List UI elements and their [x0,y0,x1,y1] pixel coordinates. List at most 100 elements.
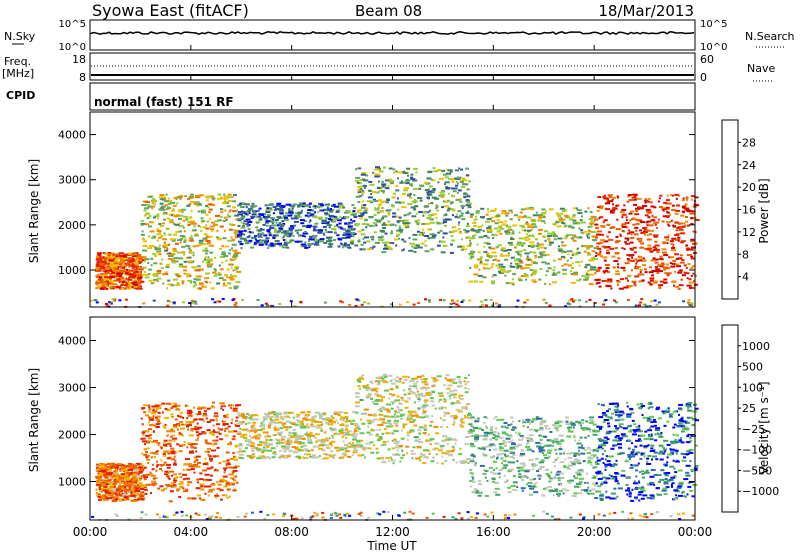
heatmap-cell [603,259,607,262]
heatmap-cell [379,417,382,420]
heatmap-cell [240,247,243,250]
heatmap-cell [190,444,194,447]
heatmap-cell [253,215,258,217]
heatmap-cell [212,488,216,491]
heatmap-cell [152,235,157,238]
heatmap-cell [232,435,236,438]
heatmap-cell [141,431,146,434]
heatmap-cell [225,483,231,486]
heatmap-cell [304,433,307,436]
heatmap-cell [107,252,112,255]
heatmap-cell [193,461,196,464]
heatmap-cell [138,471,143,473]
heatmap-cell [165,402,171,405]
heatmap-cell [330,444,333,447]
heatmap-cell [640,221,645,224]
heatmap-cell [235,404,239,407]
heatmap-cell [107,479,112,482]
heatmap-cell [186,275,190,278]
heatmap-cell [140,223,144,226]
heatmap-cell [163,232,166,235]
heatmap-cell [229,278,235,281]
heatmap-cell [128,487,133,490]
heatmap-cell [483,245,486,248]
heatmap-cell [197,224,200,227]
heatmap-cell [195,458,198,461]
heatmap-cell [372,245,376,248]
heatmap-cell [355,176,361,179]
heatmap-cell [222,284,228,287]
heatmap-cell [300,411,306,414]
heatmap-cell [594,236,598,239]
heatmap-cell [651,214,654,217]
heatmap-cell [479,262,484,265]
heatmap-cell [132,493,137,496]
heatmap-cell [182,473,188,476]
heatmap-cell [389,182,394,185]
heatmap-cell [188,216,193,219]
heatmap-cell [97,466,100,469]
heatmap-cell [135,282,141,285]
heatmap-cell [491,282,495,285]
heatmap-cell [451,194,453,197]
heatmap-cell [590,245,594,248]
heatmap-cell [501,268,506,271]
heatmap-cell [244,203,249,206]
heatmap-cell [262,449,268,452]
heatmap-cell [166,252,169,255]
heatmap-cell [165,266,170,269]
heatmap-cell [417,219,421,222]
heatmap-cell [361,172,367,175]
heatmap-cell [690,223,694,225]
heatmap-cell [114,471,119,474]
heatmap-cell [562,272,568,275]
heatmap-cell [671,204,675,207]
heatmap-cell [649,250,654,253]
heatmap-cell [131,277,137,279]
heatmap-cell [183,463,188,466]
heatmap-cell [215,496,218,499]
heatmap-cell [215,300,219,303]
heatmap-cell [385,187,390,190]
heatmap-cell [500,253,503,256]
heatmap-cell [606,198,609,201]
heatmap-cell [300,222,305,225]
heatmap-cell [311,416,316,419]
heatmap-cell [602,303,606,306]
heatmap-cell [198,239,204,242]
heatmap-cell [678,228,684,231]
heatmap-cell [360,243,364,246]
heatmap-cell [204,252,208,255]
heatmap-cell [326,439,329,442]
heatmap-cell [246,443,251,446]
heatmap-cell [294,215,298,218]
heatmap-cell [95,258,100,261]
heatmap-cell [624,222,630,225]
heatmap-cell [250,215,256,218]
heatmap-cell [135,287,141,290]
heatmap-cell [180,433,183,436]
heatmap-cell [635,207,640,210]
heatmap-cell [586,234,589,237]
heatmap-cell [120,262,124,265]
heatmap-cell [168,200,173,202]
colorbar-frame [721,119,739,300]
heatmap-cell [422,211,428,214]
heatmap-cell [152,410,158,413]
heatmap-cell [306,226,312,229]
heatmap-cell [385,403,391,406]
heatmap-cell [449,208,454,211]
heatmap-cell [494,208,497,210]
heatmap-cell [601,245,605,248]
heatmap-cell [303,444,305,447]
heatmap-cell [572,207,576,210]
heatmap-cell [416,244,420,247]
heatmap-cell [133,482,138,485]
heatmap-cell [106,282,112,285]
heatmap-cell [477,225,482,228]
heatmap-cell [674,193,680,196]
heatmap-cell [124,298,128,301]
heatmap-cell [487,208,489,211]
heatmap-cell [171,434,175,437]
heatmap-cell [687,301,691,304]
